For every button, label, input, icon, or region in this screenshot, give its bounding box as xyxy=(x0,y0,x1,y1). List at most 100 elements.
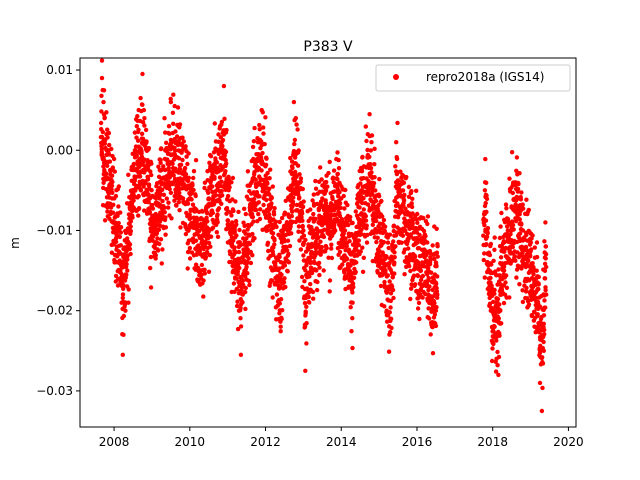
data-point xyxy=(267,212,272,217)
data-point xyxy=(540,385,545,391)
data-point xyxy=(135,138,141,143)
data-point xyxy=(486,276,492,281)
data-point xyxy=(372,175,377,180)
data-point xyxy=(146,182,152,187)
data-point xyxy=(280,308,285,313)
data-point xyxy=(504,273,509,278)
data-point xyxy=(229,235,235,240)
data-point xyxy=(140,71,145,77)
data-point xyxy=(243,306,248,312)
data-point xyxy=(335,176,340,182)
data-point xyxy=(118,225,124,230)
data-point xyxy=(176,156,182,161)
data-point xyxy=(371,181,377,186)
data-point xyxy=(282,210,288,215)
data-point xyxy=(503,202,509,207)
data-point xyxy=(262,141,267,147)
data-point xyxy=(311,296,316,301)
data-point xyxy=(102,138,108,143)
data-point xyxy=(230,220,235,225)
data-point xyxy=(379,198,384,204)
data-point xyxy=(177,166,183,172)
data-point xyxy=(115,252,121,257)
data-point xyxy=(388,316,393,321)
data-point xyxy=(429,270,434,275)
data-point xyxy=(395,120,400,126)
data-point xyxy=(428,332,433,337)
data-point xyxy=(402,192,407,198)
data-point xyxy=(199,276,204,281)
data-point xyxy=(300,223,305,229)
data-point xyxy=(232,229,237,234)
data-point xyxy=(353,209,358,214)
data-point xyxy=(263,164,268,169)
data-point xyxy=(421,215,426,221)
data-point xyxy=(265,227,270,233)
data-point xyxy=(415,211,420,217)
data-point xyxy=(416,295,421,301)
data-point xyxy=(484,228,490,233)
data-point xyxy=(484,209,489,215)
data-point xyxy=(172,103,177,109)
data-point xyxy=(118,243,124,248)
data-point xyxy=(384,308,389,313)
data-point xyxy=(215,165,220,171)
data-point xyxy=(204,215,209,220)
data-point xyxy=(250,231,255,237)
data-point xyxy=(316,207,322,213)
data-point xyxy=(495,349,500,355)
data-point xyxy=(120,295,126,301)
data-point xyxy=(100,129,106,135)
data-point xyxy=(292,137,298,143)
data-point xyxy=(289,213,294,219)
data-point xyxy=(120,352,126,357)
data-point xyxy=(105,163,110,168)
data-point xyxy=(380,268,386,273)
data-point xyxy=(108,172,113,177)
data-point xyxy=(434,264,439,269)
data-point xyxy=(113,236,119,241)
data-point xyxy=(313,239,318,245)
data-point xyxy=(312,260,317,266)
data-point xyxy=(482,180,488,185)
data-point xyxy=(286,260,292,265)
data-point xyxy=(498,308,503,313)
data-point xyxy=(327,289,332,294)
data-point xyxy=(257,194,262,199)
data-point xyxy=(490,346,495,351)
data-point xyxy=(127,246,133,252)
data-point xyxy=(210,225,216,230)
data-point xyxy=(489,285,494,290)
data-point xyxy=(231,208,236,214)
data-point xyxy=(369,133,375,138)
data-point xyxy=(308,255,313,260)
data-point xyxy=(111,220,117,225)
data-point xyxy=(501,300,507,306)
data-point xyxy=(544,264,549,270)
data-point xyxy=(296,148,301,153)
data-point xyxy=(208,234,214,239)
data-point xyxy=(316,242,321,248)
data-point xyxy=(497,235,503,241)
data-point xyxy=(243,211,248,217)
data-point xyxy=(256,211,261,217)
data-point xyxy=(329,246,334,251)
data-point xyxy=(99,109,104,114)
data-point xyxy=(386,245,391,251)
data-point xyxy=(191,220,196,225)
data-point xyxy=(124,272,129,277)
data-point xyxy=(330,196,335,202)
data-point xyxy=(327,278,333,283)
data-point xyxy=(310,198,315,203)
data-point xyxy=(531,272,536,277)
data-point xyxy=(308,207,313,212)
data-point xyxy=(317,265,322,270)
data-point xyxy=(375,235,380,240)
data-point xyxy=(180,148,185,153)
data-point xyxy=(403,228,408,233)
data-point xyxy=(487,301,493,306)
data-point xyxy=(119,300,124,305)
data-point xyxy=(361,164,367,169)
data-point xyxy=(112,169,118,174)
data-point xyxy=(409,189,414,194)
